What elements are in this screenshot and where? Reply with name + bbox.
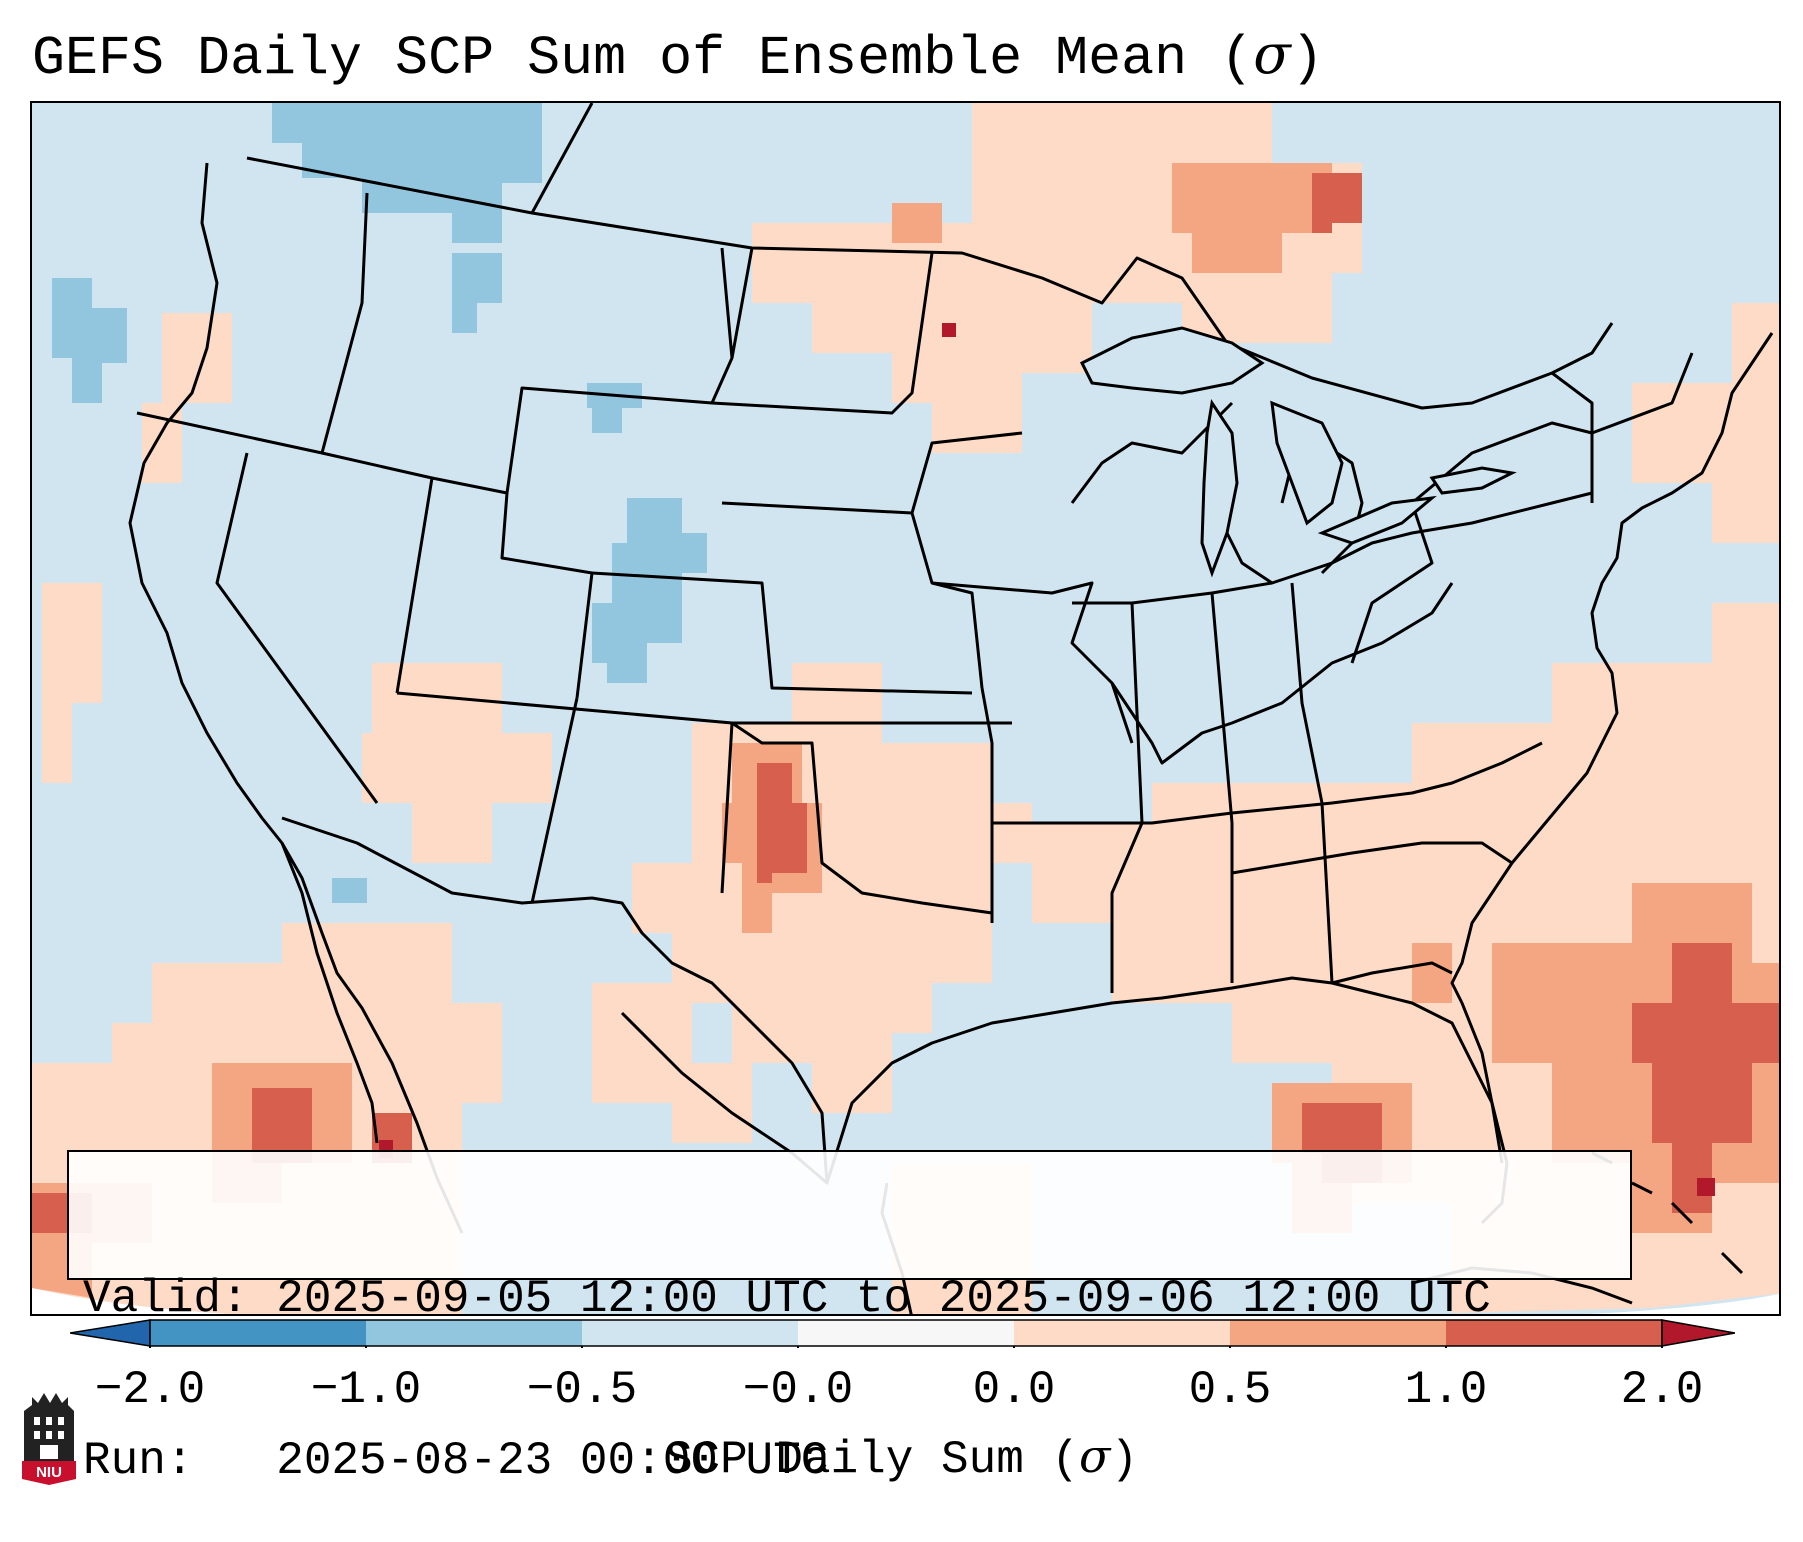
- patch-ontario-orange: [1172, 163, 1332, 273]
- logo-tower: [24, 1393, 74, 1461]
- state-line: [1110, 582, 1454, 765]
- colorbar-bin-1: [150, 1320, 366, 1346]
- great-lakes: [1079, 326, 1517, 578]
- lake-ontario: [1429, 466, 1517, 495]
- state-line: [1331, 961, 1453, 985]
- title-prefix: GEFS Daily SCP Sum of Ensemble Mean (: [32, 27, 1254, 90]
- state-line: [431, 476, 594, 699]
- logo-window: [34, 1417, 40, 1425]
- patch-mexico-red: [252, 1088, 312, 1163]
- colorbar-bin-2: [366, 1320, 582, 1346]
- state-line: [992, 741, 1543, 825]
- colorbar-label-suffix: ): [1110, 1434, 1139, 1486]
- state-line: [1110, 602, 1144, 993]
- patch-oklahoma-red: [757, 763, 807, 883]
- title-sigma: σ: [1253, 22, 1291, 86]
- run-time-line: Run: 2025-08-23 00:00 UTC: [83, 1435, 829, 1487]
- patch-canada-blue: [272, 103, 542, 243]
- patch-colorado-blue: [592, 498, 707, 683]
- east-coast: [1450, 332, 1774, 1164]
- colorbar-outline: [149, 1319, 1663, 1347]
- state-line: [711, 252, 934, 415]
- state-line: [1591, 352, 1694, 435]
- colorbar-label: SCP Daily Sum (σ): [0, 1428, 1803, 1488]
- lake-michigan: [1200, 399, 1239, 578]
- patch-idaho-blue: [452, 253, 502, 333]
- strong-positive-patches: [32, 173, 1779, 1233]
- tick-label: 2.0: [1620, 1364, 1704, 1416]
- state-line: [530, 697, 579, 904]
- state-line: [980, 687, 994, 923]
- logo-window: [46, 1417, 52, 1425]
- tick-label: −1.0: [310, 1364, 422, 1416]
- patch-southwest: [362, 663, 552, 863]
- state-line: [215, 452, 379, 804]
- colorbar-bin-6: [1230, 1320, 1446, 1346]
- state-line: [1231, 841, 1513, 875]
- state-line: [730, 247, 754, 359]
- patch-pacific-nw-blue: [52, 278, 127, 403]
- tick-label: 0.0: [972, 1364, 1056, 1416]
- logo-window: [58, 1431, 64, 1439]
- logo-text: NIU: [36, 1464, 62, 1481]
- state-line: [591, 571, 973, 695]
- valid-time-line: Valid: 2025-09-05 12:00 UTC to 2025-09-0…: [83, 1273, 1491, 1325]
- patch-extreme-atlantic: [1697, 1178, 1715, 1196]
- state-line: [1210, 592, 1234, 983]
- patch-extreme-sd: [942, 323, 956, 337]
- colorbar-bin-3: [582, 1320, 798, 1346]
- colorbar-bin-5: [1014, 1320, 1230, 1346]
- us-canada-border: [246, 156, 1614, 410]
- lake-erie: [1317, 495, 1437, 545]
- logo-window: [40, 1445, 58, 1459]
- state-line: [1290, 582, 1334, 984]
- state-line: [1551, 371, 1594, 503]
- map-title: GEFS Daily SCP Sum of Ensemble Mean (σ): [32, 22, 1324, 91]
- colorbar-bin-7: [1446, 1320, 1662, 1346]
- logo-windows: [34, 1417, 64, 1459]
- logo-window: [46, 1431, 52, 1439]
- map-panel: [30, 101, 1781, 1316]
- logo-window: [34, 1431, 40, 1439]
- colorbar-bin-4: [798, 1320, 1014, 1346]
- state-line: [931, 581, 1134, 744]
- tick-label: 0.5: [1188, 1364, 1272, 1416]
- map-canvas: [32, 103, 1779, 1314]
- tick-label: −0.5: [526, 1364, 638, 1416]
- logo-banner: [22, 1461, 76, 1485]
- baja-coast: [280, 842, 379, 1144]
- state-line: [136, 192, 369, 455]
- state-line: [731, 721, 993, 915]
- niu-logo: NIU: [22, 1393, 76, 1485]
- colorbar-label-sigma: σ: [1079, 1429, 1111, 1483]
- colorbar-tick-labels: −2.0 −1.0 −0.5 −0.0 0.0 0.5 1.0 2.0: [0, 1362, 1803, 1418]
- valid-run-info-box: Valid: 2025-09-05 12:00 UTC to 2025-09-0…: [67, 1150, 1632, 1487]
- lake-superior: [1079, 326, 1265, 395]
- patch-atlantic-red: [1632, 943, 1779, 1213]
- tick-label: 1.0: [1404, 1364, 1488, 1416]
- patch-new-england: [1632, 303, 1779, 543]
- patch-baja-blue: [332, 878, 367, 903]
- colorbar-label-prefix: SCP Daily Sum (: [664, 1434, 1080, 1486]
- tick-label: −0.0: [742, 1364, 854, 1416]
- title-suffix: ): [1290, 27, 1324, 90]
- west-coast: [128, 162, 464, 1234]
- colorbar-extend-high: [1661, 1319, 1735, 1347]
- logo-window: [58, 1417, 64, 1425]
- state-line: [910, 431, 1023, 514]
- tick-label: −2.0: [94, 1364, 206, 1416]
- lake-huron: [1270, 400, 1344, 526]
- us-mexico-border: [281, 816, 829, 1184]
- patch-nd-orange: [892, 203, 942, 243]
- boundaries: [128, 103, 1774, 1314]
- patch-georgia-orange: [1412, 943, 1452, 1003]
- colorbar: [70, 1319, 1735, 1348]
- colorbar-extend-low: [70, 1319, 151, 1347]
- state-line: [720, 722, 734, 894]
- state-line: [530, 103, 594, 214]
- negative-anomaly-patches: [52, 103, 707, 903]
- patch-ontario-red: [1312, 173, 1362, 233]
- patch-california-offshore: [42, 583, 102, 783]
- state-line: [1072, 491, 1593, 605]
